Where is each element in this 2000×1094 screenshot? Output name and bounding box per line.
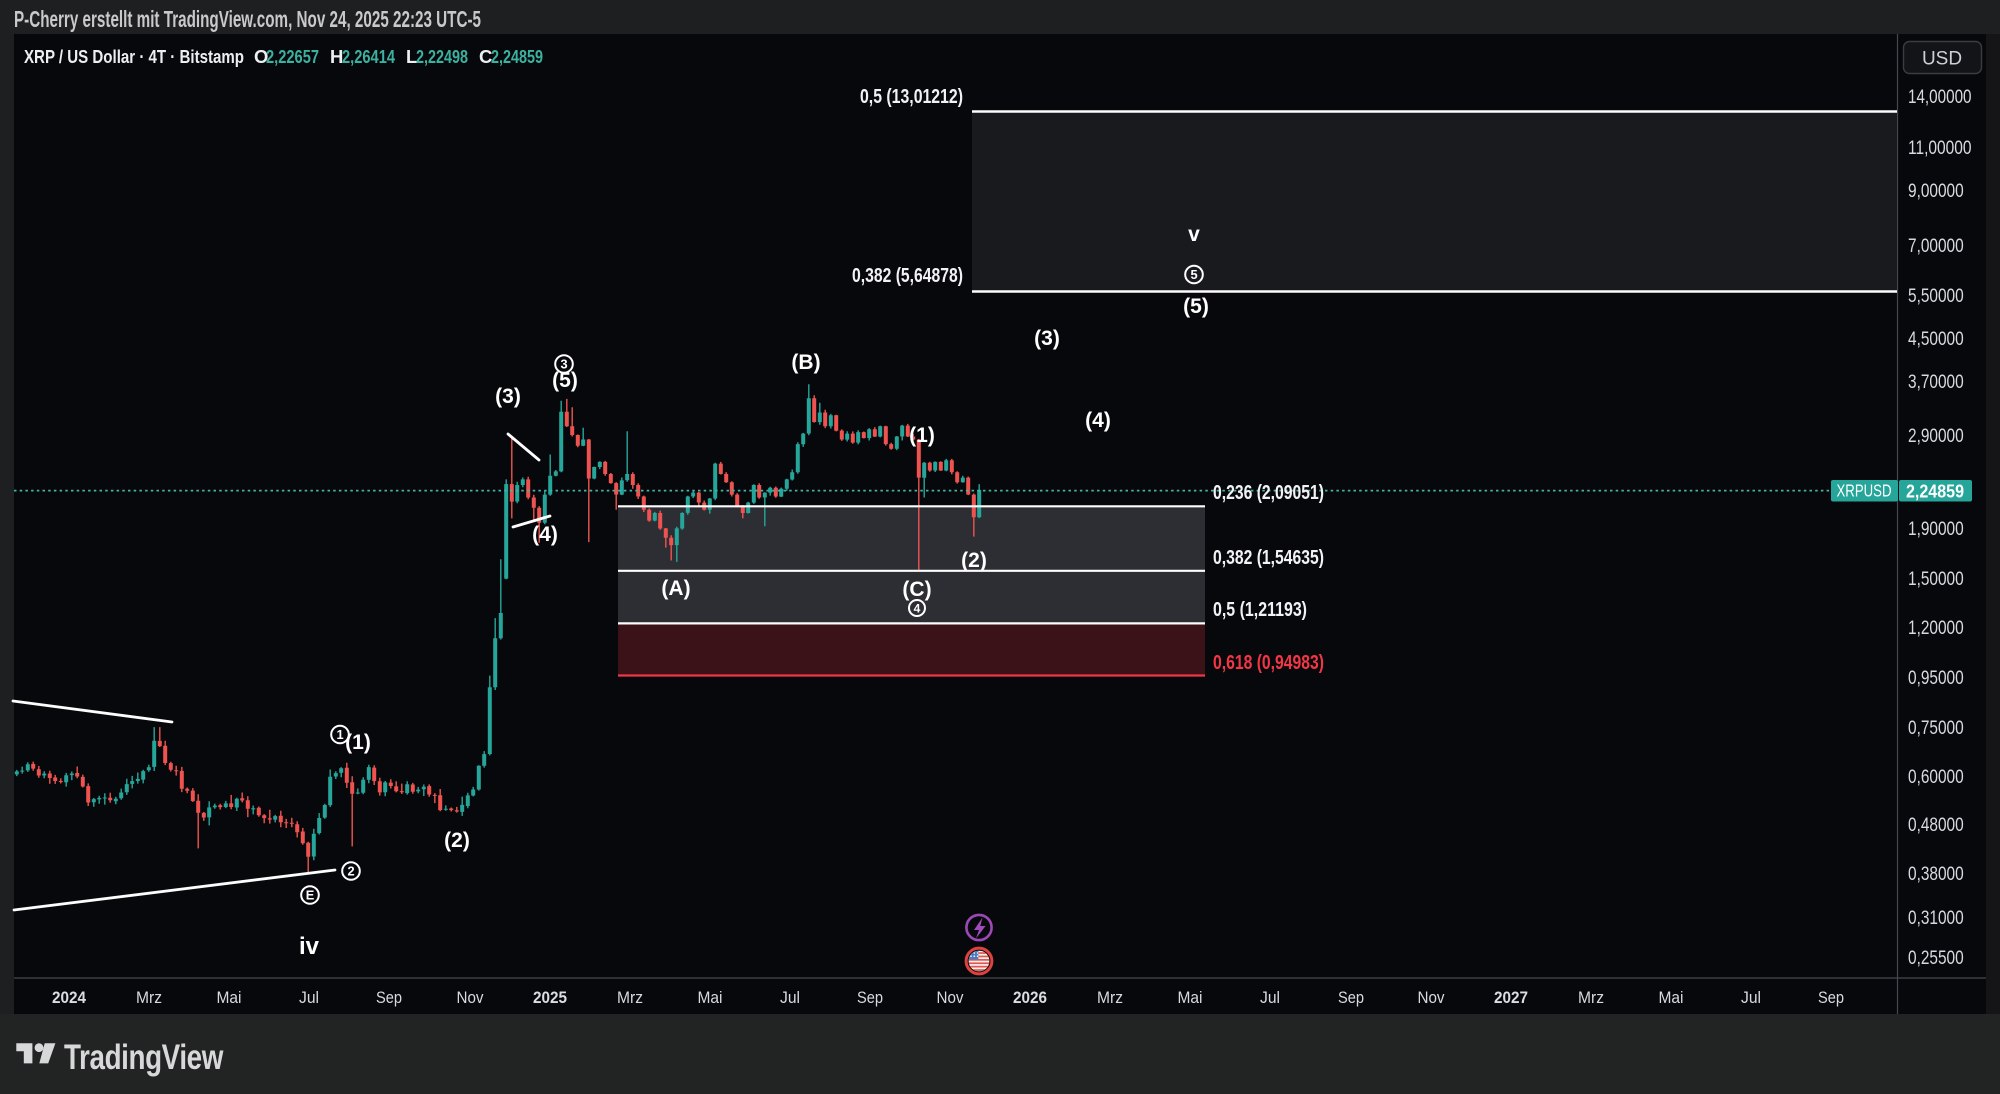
svg-text:1,90000: 1,90000 (1908, 519, 1964, 540)
svg-text:11,00000: 11,00000 (1908, 138, 1972, 159)
svg-text:0,5 (13,01212): 0,5 (13,01212) (860, 86, 963, 108)
svg-text:Nov: Nov (937, 988, 964, 1007)
svg-text:Jul: Jul (1260, 988, 1280, 1007)
svg-text:(3): (3) (1034, 327, 1060, 350)
svg-text:(1): (1) (909, 424, 935, 447)
svg-text:0,31000: 0,31000 (1908, 908, 1964, 929)
svg-text:E: E (306, 888, 315, 903)
svg-text:3: 3 (560, 357, 567, 372)
svg-text:(4): (4) (1085, 409, 1111, 432)
svg-text:2: 2 (347, 864, 354, 879)
svg-text:Nov: Nov (457, 988, 484, 1007)
svg-text:Mrz: Mrz (617, 988, 643, 1007)
svg-text:(A): (A) (661, 577, 690, 600)
svg-text:0,25500: 0,25500 (1908, 948, 1964, 969)
svg-text:XRP / US Dollar · 4T · Bitstam: XRP / US Dollar · 4T · Bitstamp (24, 46, 244, 67)
svg-text:L: L (406, 46, 417, 67)
svg-text:Nov: Nov (1418, 988, 1445, 1007)
svg-text:Jul: Jul (780, 988, 800, 1007)
svg-text:0,60000: 0,60000 (1908, 767, 1964, 788)
svg-text:14,00000: 14,00000 (1908, 87, 1972, 108)
svg-text:(4): (4) (532, 523, 558, 546)
svg-text:0,236 (2,09051): 0,236 (2,09051) (1213, 482, 1324, 504)
svg-text:5: 5 (1190, 267, 1197, 282)
svg-text:(C): (C) (902, 578, 931, 601)
svg-text:4: 4 (914, 601, 921, 615)
svg-text:O: O (254, 46, 268, 67)
svg-text:Sep: Sep (1818, 988, 1844, 1007)
svg-text:Mai: Mai (217, 988, 242, 1007)
svg-text:Jul: Jul (1741, 988, 1761, 1007)
svg-text:XRPUSD: XRPUSD (1837, 481, 1892, 501)
svg-text:0,618 (0,94983): 0,618 (0,94983) (1213, 652, 1324, 674)
svg-text:0,382 (1,54635): 0,382 (1,54635) (1213, 547, 1324, 569)
svg-text:2,24859: 2,24859 (491, 46, 543, 67)
svg-text:USD: USD (1922, 49, 1962, 70)
svg-text:P-Cherry erstellt mit TradingV: P-Cherry erstellt mit TradingView.com, N… (14, 6, 481, 32)
svg-text:2024: 2024 (52, 988, 86, 1007)
svg-text:4,50000: 4,50000 (1908, 329, 1964, 350)
svg-text:(5): (5) (1183, 295, 1209, 318)
svg-text:2,22657: 2,22657 (266, 46, 319, 67)
svg-text:Jul: Jul (299, 988, 319, 1007)
svg-text:Mai: Mai (1659, 988, 1684, 1007)
svg-text:1,50000: 1,50000 (1908, 569, 1964, 590)
svg-text:3,70000: 3,70000 (1908, 372, 1964, 393)
svg-text:0,95000: 0,95000 (1908, 668, 1964, 689)
svg-text:Sep: Sep (857, 988, 883, 1007)
svg-text:TradingView: TradingView (64, 1038, 224, 1077)
svg-text:1,20000: 1,20000 (1908, 618, 1964, 639)
svg-text:H: H (330, 46, 343, 67)
svg-text:2025: 2025 (533, 988, 567, 1007)
svg-text:2,24859: 2,24859 (1906, 481, 1964, 502)
svg-text:Sep: Sep (376, 988, 402, 1007)
svg-text:2026: 2026 (1013, 988, 1047, 1007)
svg-text:Mrz: Mrz (136, 988, 162, 1007)
svg-text:Mrz: Mrz (1097, 988, 1123, 1007)
svg-text:1: 1 (336, 727, 343, 742)
svg-text:Sep: Sep (1338, 988, 1364, 1007)
svg-text:(2): (2) (961, 549, 987, 572)
svg-text:(2): (2) (444, 829, 470, 852)
svg-text:Mrz: Mrz (1578, 988, 1604, 1007)
svg-text:9,00000: 9,00000 (1908, 181, 1964, 202)
svg-text:0,48000: 0,48000 (1908, 815, 1964, 836)
svg-text:2,90000: 2,90000 (1908, 426, 1964, 447)
svg-text:Mai: Mai (1178, 988, 1203, 1007)
svg-text:5,50000: 5,50000 (1908, 286, 1964, 307)
svg-text:Mai: Mai (698, 988, 723, 1007)
svg-text:(B): (B) (791, 351, 820, 374)
svg-text:7,00000: 7,00000 (1908, 236, 1964, 257)
svg-text:0,75000: 0,75000 (1908, 718, 1964, 739)
svg-text:2,22498: 2,22498 (416, 46, 468, 67)
svg-text:2027: 2027 (1494, 988, 1528, 1007)
svg-text:v: v (1188, 223, 1200, 246)
svg-text:(1): (1) (345, 731, 371, 754)
svg-text:2,26414: 2,26414 (342, 46, 396, 67)
svg-text:0,382 (5,64878): 0,382 (5,64878) (852, 265, 963, 287)
svg-text:0,38000: 0,38000 (1908, 864, 1964, 885)
svg-text:C: C (479, 46, 492, 67)
svg-text:0,5 (1,21193): 0,5 (1,21193) (1213, 599, 1307, 621)
svg-text:(5): (5) (552, 369, 578, 392)
svg-text:(3): (3) (495, 385, 521, 408)
svg-text:iv: iv (299, 933, 320, 960)
